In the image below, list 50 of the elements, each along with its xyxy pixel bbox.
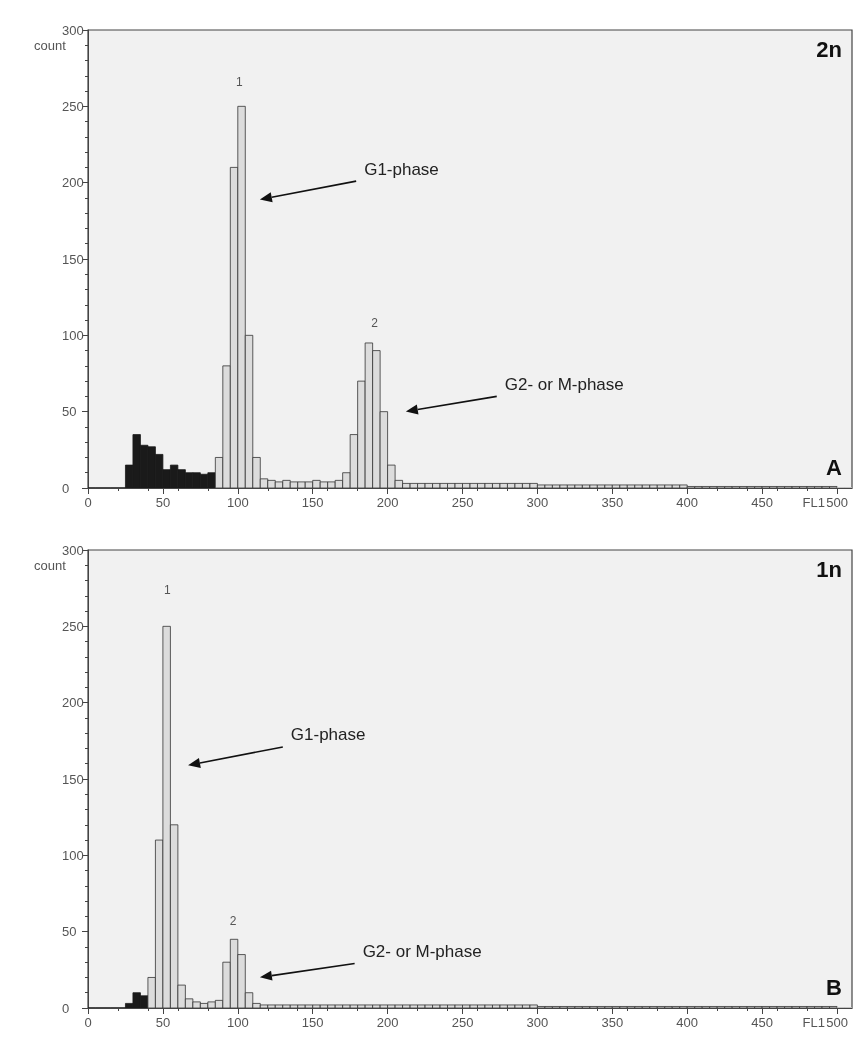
x-tick-label: 450 bbox=[751, 1015, 773, 1030]
x-tick-label: 300 bbox=[526, 495, 549, 510]
x-tick-label: 300 bbox=[526, 1015, 549, 1030]
y-tick-label: 50 bbox=[62, 404, 77, 420]
x-tick-label: 450 bbox=[751, 495, 773, 510]
x-tick-label: 100 bbox=[226, 1015, 249, 1030]
x-tick-label: 500 bbox=[826, 1015, 848, 1030]
x-tick-label: 400 bbox=[676, 1015, 699, 1030]
annotation: A bbox=[826, 454, 843, 480]
annotation: 1n bbox=[816, 556, 842, 582]
y-tick-label: 300 bbox=[62, 22, 84, 38]
x-tick-label: 50 bbox=[155, 495, 171, 510]
x-tick-label: 350 bbox=[601, 495, 624, 510]
y-tick-label: 100 bbox=[62, 327, 84, 343]
y-tick-label: 100 bbox=[62, 847, 84, 863]
annotation: G1-phase bbox=[290, 725, 366, 745]
x-tick-label: 200 bbox=[376, 1015, 399, 1030]
x-tick-label: 150 bbox=[301, 495, 324, 510]
x-tick-label: 250 bbox=[451, 1015, 474, 1030]
annotation: 1 bbox=[164, 582, 172, 597]
y-tick-label: 0 bbox=[62, 480, 70, 496]
y-axis-title: count bbox=[34, 38, 67, 53]
y-tick-label: 150 bbox=[62, 251, 84, 267]
x-tick-label: 100 bbox=[226, 495, 249, 510]
annotation: 2 bbox=[371, 316, 379, 331]
y-tick-label: 250 bbox=[62, 618, 84, 634]
annotation: 1 bbox=[235, 75, 243, 90]
y-tick-label: 50 bbox=[62, 924, 77, 940]
y-tick-label: 300 bbox=[62, 542, 84, 558]
x-axis-title: FL1 bbox=[802, 1015, 826, 1030]
x-tick-label: 150 bbox=[301, 1015, 324, 1030]
y-tick-label: 200 bbox=[62, 695, 84, 711]
annotation: G2- or M-phase bbox=[362, 942, 482, 962]
x-tick-label: 350 bbox=[601, 1015, 624, 1030]
x-tick-label: 50 bbox=[155, 1015, 171, 1030]
annotation: 2 bbox=[229, 913, 237, 928]
x-tick-label: 400 bbox=[676, 495, 699, 510]
annotation: G1-phase bbox=[364, 159, 439, 179]
annotation: 2n bbox=[816, 36, 842, 62]
annotation: B bbox=[826, 974, 842, 1000]
y-tick-label: 0 bbox=[62, 1000, 70, 1016]
x-tick-label: 250 bbox=[451, 495, 474, 510]
y-axis-title: count bbox=[34, 558, 67, 573]
x-tick-label: 500 bbox=[826, 495, 848, 510]
y-tick-label: 250 bbox=[62, 98, 84, 114]
y-tick-label: 200 bbox=[62, 175, 84, 191]
annotation: G2- or M-phase bbox=[504, 374, 624, 394]
x-tick-label: 200 bbox=[376, 495, 399, 510]
x-axis-title: FL1 bbox=[802, 495, 826, 510]
y-tick-label: 150 bbox=[62, 771, 84, 787]
